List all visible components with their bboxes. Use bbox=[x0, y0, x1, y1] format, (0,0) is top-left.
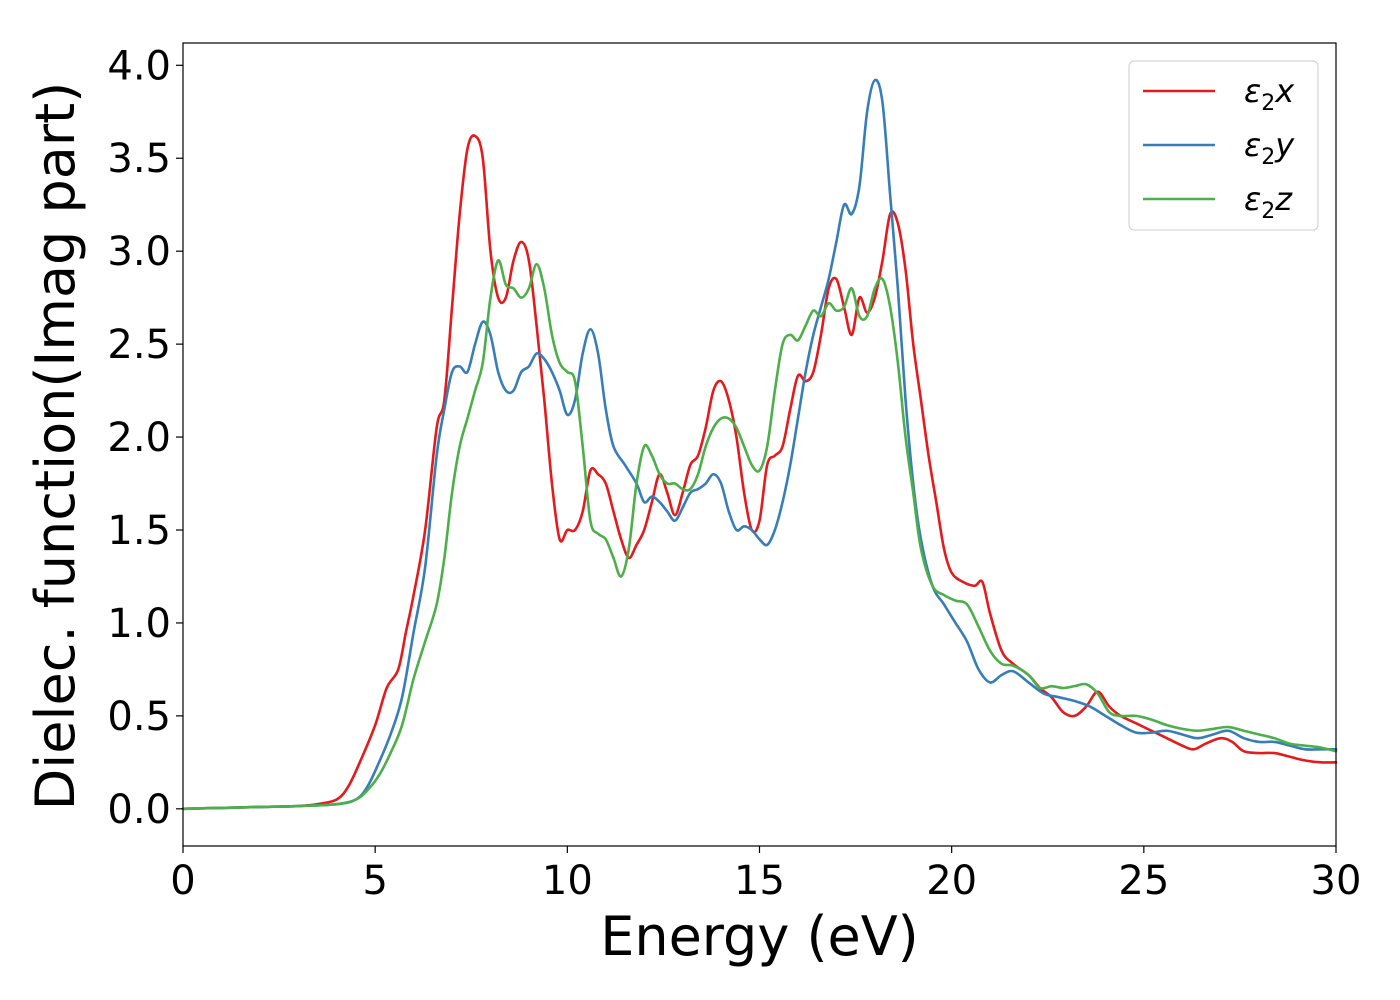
y-tick-label: 2.5 bbox=[107, 322, 171, 368]
legend: ε2x ε2y ε2z bbox=[1128, 60, 1319, 231]
y-tick-label: 0.5 bbox=[107, 694, 171, 740]
x-tick-label: 25 bbox=[1118, 858, 1169, 904]
legend-label-z: ε2z bbox=[1244, 180, 1293, 224]
y-tick-label: 0.0 bbox=[107, 787, 171, 833]
x-tick-label: 5 bbox=[362, 858, 387, 904]
legend-label-y: ε2y bbox=[1244, 126, 1295, 170]
y-tick-label: 4.0 bbox=[107, 43, 171, 89]
y-tick-label: 1.0 bbox=[107, 601, 171, 647]
series-line-z bbox=[181, 259, 1338, 811]
axis-ticks: 0 5 10 15 20 25 30 0.0 0.5 1.0 1.5 2.0 2.5 3.0 3.5 4.0 bbox=[107, 43, 1361, 904]
y-tick-label: 2.0 bbox=[107, 415, 171, 461]
x-tick-label: 20 bbox=[926, 858, 977, 904]
x-axis-title: Energy (eV) bbox=[600, 905, 919, 968]
x-tick-label: 0 bbox=[170, 858, 195, 904]
legend-label-x: ε2x bbox=[1244, 72, 1295, 116]
x-tick-label: 30 bbox=[1311, 858, 1362, 904]
x-tick-label: 10 bbox=[542, 858, 593, 904]
y-axis-title: Dielec. function(Imag part) bbox=[24, 82, 87, 811]
series-line-y bbox=[181, 78, 1338, 811]
series-lines bbox=[181, 78, 1338, 811]
y-tick-label: 1.5 bbox=[107, 508, 171, 554]
x-tick-label: 15 bbox=[734, 858, 785, 904]
y-tick-label: 3.0 bbox=[107, 229, 171, 275]
legend-box bbox=[1128, 60, 1319, 231]
y-tick-label: 3.5 bbox=[107, 136, 171, 182]
